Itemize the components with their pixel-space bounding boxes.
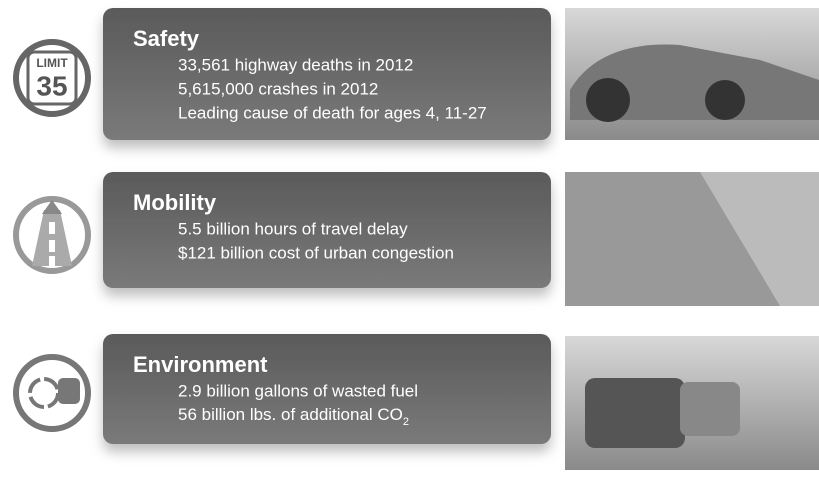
road-icon [13, 196, 91, 274]
info-panel: Safety 33,561 highway deaths in 2012 5,615… [103, 8, 551, 140]
traffic-photo [565, 172, 819, 306]
line-text: 56 billion lbs. of additional CO [178, 405, 403, 424]
panel-background [103, 172, 551, 288]
subscript: 2 [403, 416, 409, 428]
panel-line: 33,561 highway deaths in 2012 [178, 55, 413, 74]
panel-background [103, 8, 551, 140]
exhaust-photo [565, 336, 819, 470]
panel-line: 5.5 billion hours of travel delay [178, 219, 408, 238]
panel-title: Mobility [133, 190, 217, 215]
panel-line: 5,615,000 crashes in 2012 [178, 79, 378, 98]
panel-title: Safety [133, 26, 200, 51]
panel-line: 56 billion lbs. of additional CO2 [178, 405, 409, 427]
info-panel: Mobility 5.5 billion hours of travel dela… [103, 172, 551, 288]
panel-background [103, 334, 551, 444]
panel-line: 2.9 billion gallons of wasted fuel [178, 381, 418, 400]
icon-number: 35 [36, 70, 67, 101]
info-panel: Environment 2.9 billion gallons of wasted… [103, 334, 551, 444]
panel-line: $121 billion cost of urban congestion [178, 243, 454, 262]
panel-title: Environment [133, 352, 268, 377]
speed-limit-icon: LIMIT 35 [13, 39, 91, 117]
icon-label: LIMIT [36, 56, 68, 70]
crash-photo [565, 8, 819, 140]
panel-line: Leading cause of death for ages 4, 11-27 [178, 103, 487, 122]
environment-icon [13, 354, 91, 432]
